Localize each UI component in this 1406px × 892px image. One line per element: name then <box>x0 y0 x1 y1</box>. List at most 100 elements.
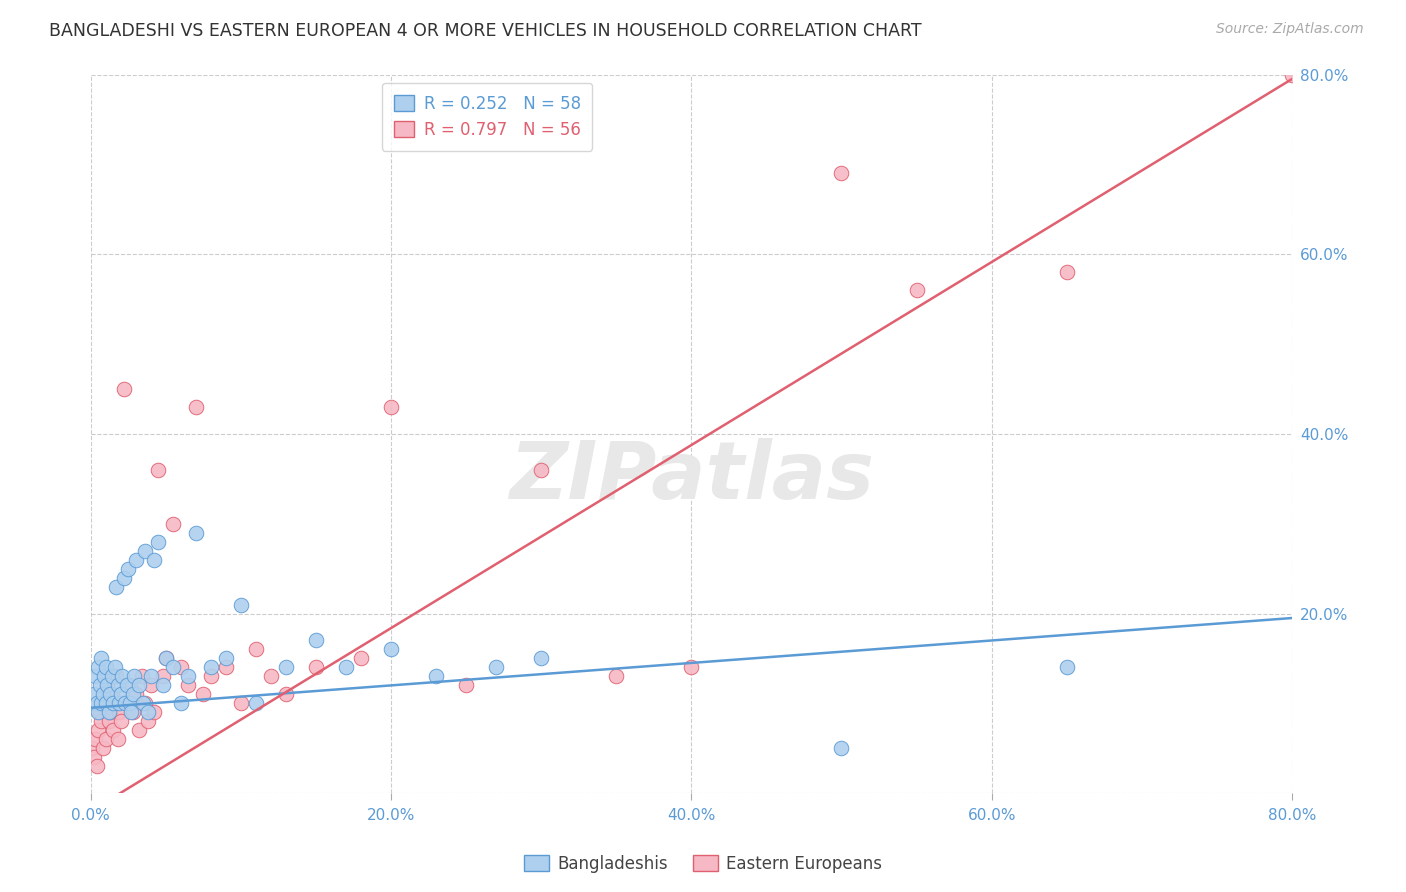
Bangladeshis <box>184 525 207 540</box>
Eastern Europeans <box>93 697 115 711</box>
Eastern Europeans <box>305 660 328 674</box>
Eastern Europeans <box>89 706 111 720</box>
Bangladeshis <box>380 642 402 657</box>
Bangladeshis <box>245 697 267 711</box>
Eastern Europeans <box>148 463 170 477</box>
Bangladeshis <box>132 697 155 711</box>
Bangladeshis <box>170 697 193 711</box>
Bangladeshis <box>90 697 112 711</box>
Bangladeshis <box>1056 660 1078 674</box>
Bangladeshis <box>114 697 136 711</box>
Bangladeshis <box>142 552 165 566</box>
Eastern Europeans <box>142 706 165 720</box>
Bangladeshis <box>148 534 170 549</box>
Eastern Europeans <box>905 283 928 297</box>
Eastern Europeans <box>215 660 238 674</box>
Bangladeshis <box>108 697 131 711</box>
Bangladeshis <box>107 678 129 692</box>
Eastern Europeans <box>105 669 128 683</box>
Eastern Europeans <box>200 669 222 683</box>
Eastern Europeans <box>131 669 153 683</box>
Bangladeshis <box>89 678 111 692</box>
Bangladeshis <box>121 687 143 701</box>
Bangladeshis <box>485 660 508 674</box>
Eastern Europeans <box>350 651 373 665</box>
Bangladeshis <box>136 706 159 720</box>
Eastern Europeans <box>96 678 118 692</box>
Bangladeshis <box>98 687 121 701</box>
Eastern Europeans <box>184 400 207 414</box>
Bangladeshis <box>110 687 132 701</box>
Eastern Europeans <box>112 382 135 396</box>
Eastern Europeans <box>177 678 200 692</box>
Eastern Europeans <box>100 687 122 701</box>
Eastern Europeans <box>128 723 150 738</box>
Eastern Europeans <box>101 723 124 738</box>
Eastern Europeans <box>155 651 177 665</box>
Bangladeshis <box>530 651 553 665</box>
Bangladeshis <box>87 706 110 720</box>
Eastern Europeans <box>124 687 146 701</box>
Text: Source: ZipAtlas.com: Source: ZipAtlas.com <box>1216 22 1364 37</box>
Eastern Europeans <box>260 669 283 683</box>
Eastern Europeans <box>104 697 127 711</box>
Bangladeshis <box>177 669 200 683</box>
Bangladeshis <box>830 741 852 756</box>
Eastern Europeans <box>380 400 402 414</box>
Bangladeshis <box>115 678 138 692</box>
Eastern Europeans <box>83 750 105 764</box>
Legend: R = 0.252   N = 58, R = 0.797   N = 56: R = 0.252 N = 58, R = 0.797 N = 56 <box>382 83 592 151</box>
Bangladeshis <box>117 561 139 575</box>
Bangladeshis <box>100 669 122 683</box>
Eastern Europeans <box>193 687 215 701</box>
Eastern Europeans <box>110 714 132 729</box>
Bangladeshis <box>134 543 156 558</box>
Bangladeshis <box>94 697 117 711</box>
Bangladeshis <box>118 697 141 711</box>
Text: ZIPatlas: ZIPatlas <box>509 438 873 516</box>
Eastern Europeans <box>121 706 143 720</box>
Eastern Europeans <box>82 741 104 756</box>
Bangladeshis <box>96 678 118 692</box>
Bangladeshis <box>425 669 447 683</box>
Bangladeshis <box>274 660 297 674</box>
Eastern Europeans <box>139 678 162 692</box>
Eastern Europeans <box>162 516 184 531</box>
Bangladeshis <box>94 660 117 674</box>
Eastern Europeans <box>98 706 121 720</box>
Eastern Europeans <box>136 714 159 729</box>
Bangladeshis <box>139 669 162 683</box>
Bangladeshis <box>101 697 124 711</box>
Bangladeshis <box>120 706 142 720</box>
Bangladeshis <box>84 669 107 683</box>
Eastern Europeans <box>245 642 267 657</box>
Bangladeshis <box>93 669 115 683</box>
Eastern Europeans <box>118 678 141 692</box>
Text: BANGLADESHI VS EASTERN EUROPEAN 4 OR MORE VEHICLES IN HOUSEHOLD CORRELATION CHAR: BANGLADESHI VS EASTERN EUROPEAN 4 OR MOR… <box>49 22 922 40</box>
Bangladeshis <box>162 660 184 674</box>
Eastern Europeans <box>454 678 477 692</box>
Bangladeshis <box>97 706 120 720</box>
Bangladeshis <box>335 660 357 674</box>
Bangladeshis <box>112 571 135 585</box>
Eastern Europeans <box>91 741 114 756</box>
Eastern Europeans <box>1056 265 1078 279</box>
Eastern Europeans <box>94 732 117 747</box>
Eastern Europeans <box>605 669 627 683</box>
Bangladeshis <box>104 660 127 674</box>
Eastern Europeans <box>170 660 193 674</box>
Eastern Europeans <box>830 166 852 180</box>
Bangladeshis <box>305 633 328 648</box>
Eastern Europeans <box>107 732 129 747</box>
Eastern Europeans <box>86 759 108 773</box>
Eastern Europeans <box>229 697 252 711</box>
Bangladeshis <box>91 687 114 701</box>
Eastern Europeans <box>84 732 107 747</box>
Eastern Europeans <box>97 714 120 729</box>
Legend: Bangladeshis, Eastern Europeans: Bangladeshis, Eastern Europeans <box>517 848 889 880</box>
Eastern Europeans <box>108 706 131 720</box>
Bangladeshis <box>155 651 177 665</box>
Eastern Europeans <box>90 714 112 729</box>
Bangladeshis <box>215 651 238 665</box>
Bangladeshis <box>122 669 145 683</box>
